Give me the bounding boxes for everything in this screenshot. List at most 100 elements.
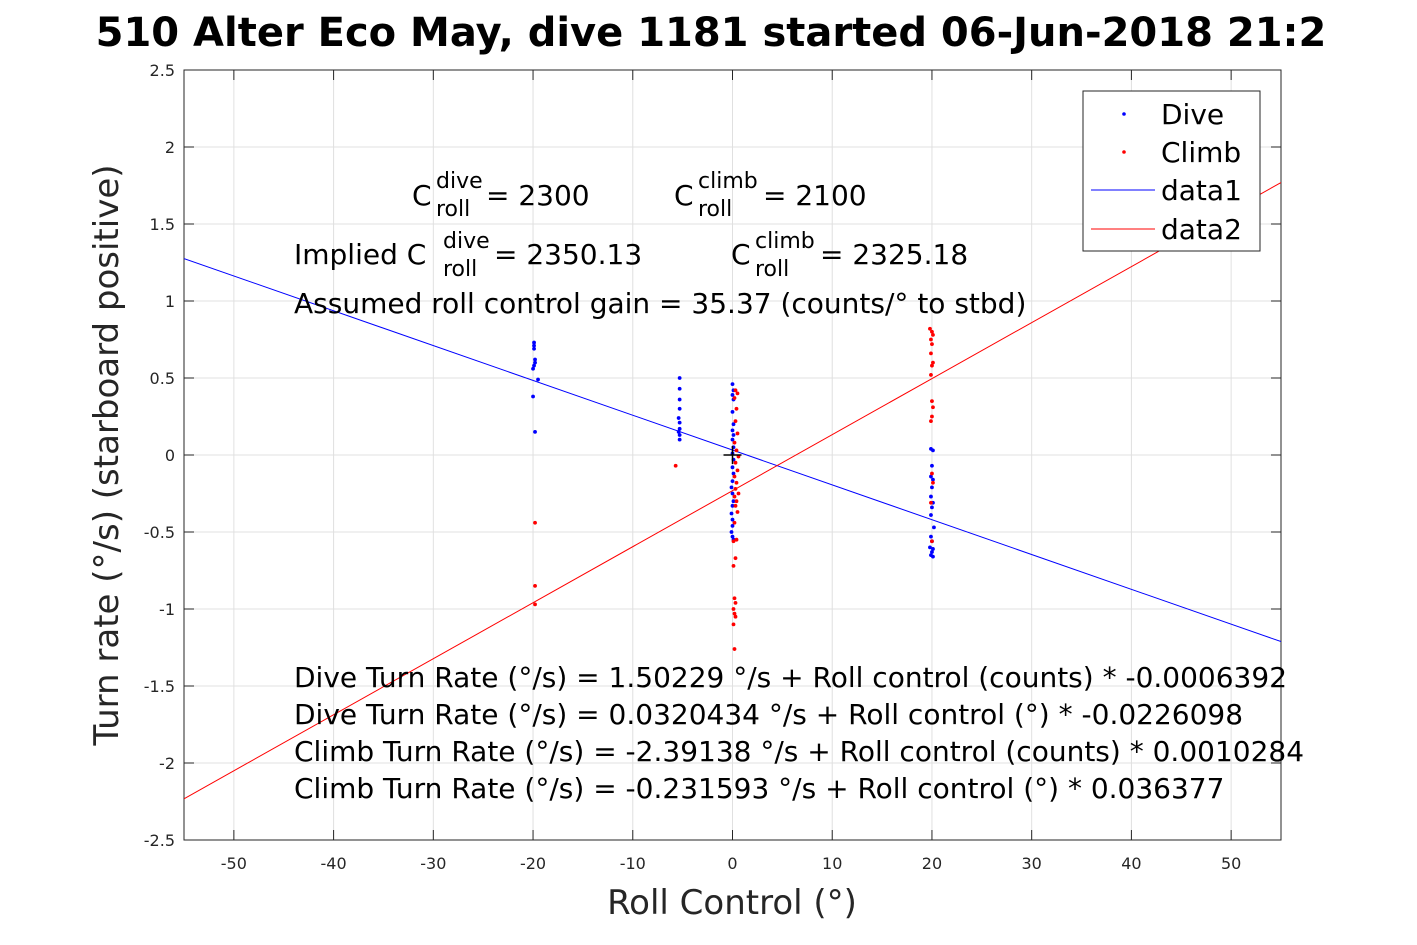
point-climb — [735, 510, 740, 514]
point-climb — [735, 468, 740, 473]
point-climb — [733, 486, 738, 491]
point-climb — [731, 622, 736, 627]
svg-text:roll: roll — [698, 197, 732, 222]
point-climb — [930, 414, 934, 419]
point-dive — [730, 393, 735, 397]
axes-box — [183, 69, 1282, 841]
point-climb — [736, 491, 741, 496]
svg-text:C: C — [674, 179, 694, 212]
y-axis-label: Turn rate (°/s) (starboard positive) — [87, 164, 127, 746]
y-tick-label: -1.5 — [144, 677, 175, 696]
point-climb — [734, 480, 739, 485]
point-dive — [533, 357, 537, 362]
equation-dive-degrees: Dive Turn Rate (°/s) = 0.0320434 °/s + R… — [294, 698, 1243, 731]
annotation-implied-climb: C climb roll = 2325.18 — [731, 229, 968, 282]
point-dive — [929, 474, 933, 479]
equation-climb-counts: Climb Turn Rate (°/s) = -2.39138 °/s + R… — [294, 735, 1304, 768]
svg-text:roll: roll — [755, 257, 789, 282]
point-climb — [929, 500, 933, 505]
x-tick-label: -50 — [221, 854, 247, 873]
y-tick-labels: -2.5 -2 -1.5 -1 -0.5 0 0.5 1 1.5 2 2.5 — [144, 61, 175, 850]
point-dive — [729, 530, 734, 534]
point-dive — [677, 420, 682, 425]
series-line-data2 — [184, 182, 1281, 800]
x-tick-label: 0 — [727, 854, 737, 873]
point-dive — [532, 363, 536, 368]
svg-text:C: C — [412, 179, 432, 212]
point-climb — [731, 563, 736, 568]
x-tick-label: 20 — [922, 854, 942, 873]
point-climb — [733, 556, 738, 561]
svg-text:dive: dive — [443, 229, 490, 254]
svg-text:= 2100: = 2100 — [763, 179, 867, 212]
point-climb — [735, 391, 740, 396]
point-climb — [931, 405, 935, 410]
point-climb — [732, 611, 737, 616]
equation-dive-counts: Dive Turn Rate (°/s) = 1.50229 °/s + Rol… — [294, 661, 1287, 694]
point-climb — [533, 584, 537, 588]
point-dive — [676, 416, 681, 420]
point-dive — [532, 340, 536, 345]
point-climb — [929, 351, 933, 356]
point-dive — [930, 485, 934, 490]
point-dive — [929, 513, 933, 517]
point-dive — [531, 366, 535, 371]
point-climb — [735, 431, 740, 436]
y-tick-label: -2.5 — [144, 831, 175, 850]
point-dive — [730, 437, 735, 442]
point-dive — [533, 430, 537, 434]
point-dive — [931, 547, 935, 551]
x-tick-label: 30 — [1022, 854, 1042, 873]
point-climb — [929, 419, 933, 424]
svg-text:= 2350.13: = 2350.13 — [494, 238, 642, 271]
point-dive — [730, 479, 735, 484]
x-tick-label: -30 — [420, 854, 446, 873]
point-climb — [930, 342, 934, 347]
point-climb — [731, 607, 736, 611]
point-climb — [930, 363, 934, 368]
x-tick-label: 50 — [1221, 854, 1241, 873]
point-dive — [730, 503, 735, 508]
point-dive — [532, 343, 536, 348]
point-dive — [677, 433, 682, 437]
legend-dive-label: Dive — [1161, 98, 1224, 131]
legend-climb-marker — [1122, 150, 1126, 154]
point-dive — [533, 360, 537, 365]
point-climb — [733, 614, 738, 619]
annotation-c-climb: C climb roll = 2100 — [674, 169, 867, 222]
point-climb — [732, 647, 737, 651]
point-climb — [929, 373, 933, 377]
legend: Dive Climb data1 data2 — [1082, 90, 1261, 252]
point-climb — [930, 539, 934, 544]
x-axis-label: Roll Control (°) — [607, 883, 857, 923]
point-climb — [732, 396, 737, 400]
point-dive — [929, 494, 933, 499]
legend-box — [1082, 90, 1261, 252]
point-climb — [930, 329, 934, 334]
point-dive — [730, 409, 735, 414]
point-climb — [734, 406, 739, 411]
y-tick-label: 0 — [165, 446, 175, 465]
y-tick-label: -1 — [159, 600, 175, 619]
svg-text:= 2300: = 2300 — [486, 179, 590, 212]
point-dive — [677, 376, 682, 380]
x-tick-label: -40 — [321, 854, 347, 873]
point-climb — [734, 499, 739, 504]
point-dive — [730, 517, 735, 522]
point-climb — [731, 539, 736, 544]
point-climb — [732, 474, 737, 479]
x-tick-label: -10 — [620, 854, 646, 873]
svg-text:dive: dive — [436, 169, 483, 194]
legend-climb-label: Climb — [1161, 136, 1241, 169]
point-dive — [731, 499, 736, 504]
annotation-implied-dive: Implied C dive roll = 2350.13 — [294, 229, 642, 282]
point-climb — [533, 520, 537, 525]
point-climb — [732, 440, 737, 445]
point-dive — [677, 437, 682, 442]
y-tick-label: 1 — [165, 292, 175, 311]
point-climb — [931, 480, 935, 485]
y-tick-label: -2 — [159, 754, 175, 773]
point-dive — [730, 428, 735, 433]
point-dive — [731, 422, 736, 427]
